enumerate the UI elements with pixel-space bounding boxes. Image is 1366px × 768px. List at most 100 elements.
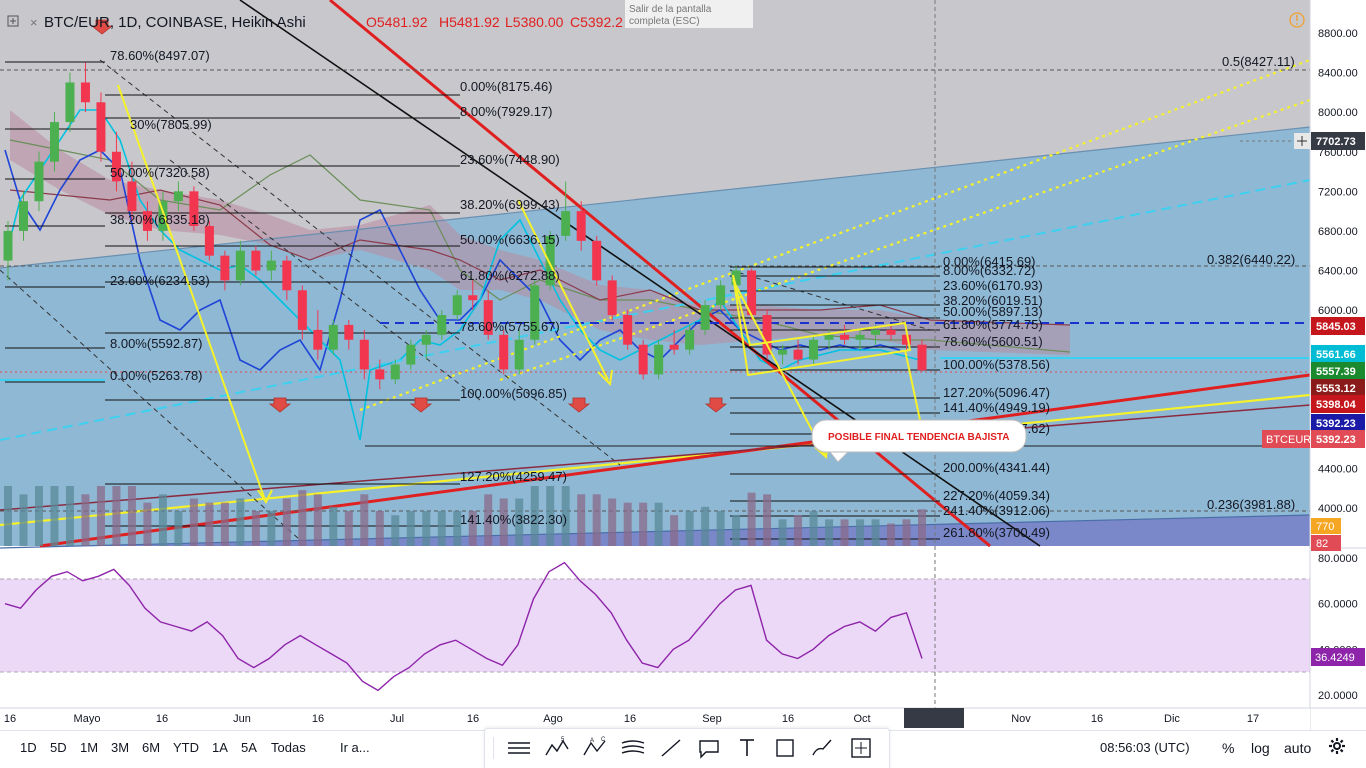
volume-bar (34, 486, 43, 546)
time-tick-label: Nov (1011, 713, 1031, 725)
horizontal-lines-icon[interactable] (505, 735, 533, 761)
candle-body (576, 211, 586, 241)
price-tick-label: 6400.00 (1318, 266, 1358, 278)
ichimoku-cloud (10, 110, 1070, 355)
candle-body (824, 334, 834, 340)
time-tick-label: 16 (1091, 713, 1103, 725)
candle-body (778, 349, 788, 355)
volume-bar (453, 511, 462, 546)
volume-bar (391, 515, 400, 546)
candle-body (173, 191, 183, 202)
fib-level-label: 50.00%(7320.58) (110, 165, 210, 180)
ohlc-open: O5481.92 (366, 14, 428, 30)
ohlc-close: C5392.2 (570, 14, 623, 30)
time-tick-label: 16 (467, 713, 479, 725)
brush-tool-icon[interactable] (809, 735, 837, 761)
volume-bar (19, 494, 28, 546)
volume-bar (81, 494, 90, 546)
fib-level-label: 78.60%(5755.67) (460, 319, 560, 334)
svg-text:C: C (601, 737, 606, 743)
fib-level-label: 61.80%(6272.88) (460, 268, 560, 283)
svg-text:5: 5 (561, 737, 565, 743)
fullscreen-hint-line2: completa (ESC) (629, 16, 700, 27)
price-tick-label: 6800.00 (1318, 226, 1358, 238)
volume-bar (236, 498, 245, 546)
volume-bar (406, 511, 415, 546)
volume-bar (701, 506, 710, 546)
candle-body (375, 369, 385, 380)
fib-level-label: 227.20%(4059.34) (943, 488, 1050, 503)
price-tick-label: 8000.00 (1318, 107, 1358, 119)
time-tick-label: Jul (390, 713, 404, 725)
warning-icon[interactable] (1289, 12, 1305, 28)
candle-body (669, 344, 679, 350)
log-toggle[interactable]: log (1251, 740, 1270, 756)
candle-body (220, 255, 230, 281)
volume-bar (220, 502, 229, 546)
volume-bar (189, 498, 198, 546)
fullscreen-hint[interactable] (625, 0, 753, 28)
auto-toggle[interactable]: auto (1284, 740, 1312, 756)
text-tool-icon[interactable] (733, 735, 761, 761)
clock[interactable]: 08:56:03 (UTC) (1100, 740, 1190, 755)
price-tick-label: 7200.00 (1318, 186, 1358, 198)
down-arrow-marker (409, 397, 433, 413)
percent-toggle[interactable]: % (1222, 740, 1235, 756)
fib-level-label: 127.20%(5096.47) (943, 385, 1050, 400)
time-tick-label: 16 (312, 713, 324, 725)
volume-bar (577, 494, 586, 546)
volume-bar (344, 511, 353, 546)
price-tag (1311, 317, 1365, 335)
fib-level-label: 23.60%(7448.90) (460, 152, 560, 167)
volume-bar (422, 511, 431, 546)
timeframe-6m[interactable]: 6M (142, 740, 161, 755)
fib-level-label: 50.00%(5897.13) (943, 304, 1043, 319)
timeframe-todas[interactable]: Todas (271, 740, 306, 755)
candle-body (111, 151, 121, 182)
rsi-band (0, 579, 1310, 672)
volume-bar (546, 486, 555, 546)
timeframe-1d[interactable]: 1D (20, 740, 37, 755)
settings-gear-icon[interactable] (1328, 737, 1346, 758)
timeframe-1m[interactable]: 1M (80, 740, 99, 755)
price-tag-label: 5845.03 (1316, 321, 1356, 333)
callout-icon[interactable] (695, 735, 723, 761)
price-tick-label: 4000.00 (1318, 503, 1358, 515)
timeframe-5a[interactable]: 5A (241, 740, 257, 755)
timeframe-3m[interactable]: 3M (111, 740, 130, 755)
timeframe-ytd[interactable]: YTD (173, 740, 199, 755)
fib-level-label: 0.00%(5263.78) (110, 368, 203, 383)
volume-bar (65, 486, 74, 546)
volume-tag-label: 770 (1316, 521, 1334, 533)
candle-body (731, 270, 741, 286)
fib-level-label: 200.00%(4341.44) (943, 460, 1050, 475)
measure-tool-icon[interactable] (847, 735, 875, 761)
time-axis[interactable] (0, 708, 1310, 730)
trend-line-icon[interactable] (657, 735, 685, 761)
time-tick-label: 16 (156, 713, 168, 725)
pitchfork-icon[interactable] (619, 735, 647, 761)
volume-bar (654, 502, 663, 546)
volume-bar (639, 502, 648, 546)
add-alert-plus-icon[interactable] (1294, 133, 1310, 149)
price-tag (1311, 132, 1365, 150)
timeframe-1a[interactable]: 1A (212, 740, 228, 755)
volume-bar (127, 486, 136, 546)
svg-text:×: × (30, 15, 38, 30)
timeframe-5d[interactable]: 5D (50, 740, 67, 755)
rectangle-tool-icon[interactable] (771, 735, 799, 761)
price-tag-label: 5561.66 (1316, 349, 1356, 361)
down-arrow-marker (567, 397, 591, 413)
fib-level-label: 8.00%(6332.72) (943, 263, 1036, 278)
goto-date-button[interactable]: Ir a... (340, 740, 370, 755)
volume-bar (623, 502, 632, 546)
rsi-line (4, 561, 923, 692)
volume-bar (437, 511, 446, 546)
fib-level-label: 0.382(6440.22) (1207, 252, 1295, 267)
elliott-wave-icon[interactable]: 5 (543, 735, 571, 761)
annotation-callout[interactable]: POSIBLE FINAL TENDENCIA BAJISTA (811, 419, 1027, 463)
